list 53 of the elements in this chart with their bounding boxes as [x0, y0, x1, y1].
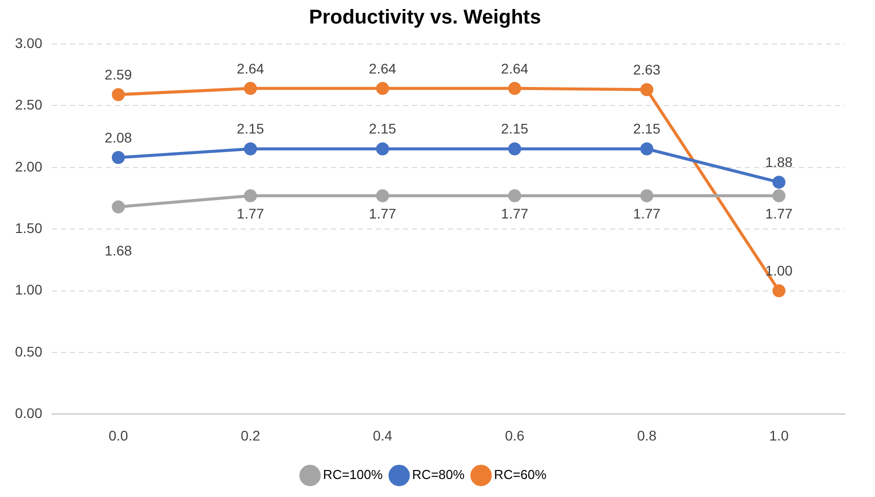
data-label: 2.59	[104, 66, 132, 82]
point	[772, 189, 786, 202]
data-label: 1.00	[765, 262, 793, 279]
data-label: 2.15	[501, 120, 529, 137]
point	[772, 176, 786, 189]
data-label: 1.77	[236, 206, 264, 222]
point	[640, 189, 654, 202]
data-label: 2.15	[236, 120, 264, 137]
data-label: 2.15	[368, 120, 396, 137]
x-tick-label: 0.8	[637, 427, 657, 444]
x-tick-label: 1.0	[769, 427, 789, 444]
point	[640, 142, 654, 156]
y-tick-label: 3.00	[15, 34, 42, 51]
data-label: 2.64	[501, 60, 529, 76]
point	[772, 284, 786, 298]
point	[508, 82, 522, 95]
point	[244, 142, 257, 156]
point	[112, 151, 125, 164]
data-label: 1.68	[104, 242, 132, 259]
x-tick-label: 0.0	[108, 427, 128, 444]
point	[244, 82, 257, 95]
point	[508, 142, 522, 156]
point	[112, 88, 125, 102]
x-tick-label: 0.4	[372, 427, 393, 444]
data-label: 1.77	[501, 206, 529, 222]
point	[376, 82, 390, 95]
point	[508, 189, 522, 202]
chart-title: Productivity vs. Weights	[309, 6, 541, 29]
point	[244, 189, 257, 202]
x-tick-label: 0.6	[504, 427, 525, 444]
legend-label: RC=100%	[323, 467, 384, 482]
y-tick-label: 0.50	[15, 343, 42, 360]
data-label: 1.77	[368, 206, 396, 222]
legend-label: RC=60%	[494, 467, 547, 482]
y-tick-label: 2.50	[15, 96, 42, 113]
data-label: 1.77	[633, 206, 661, 222]
data-label: 2.15	[633, 120, 661, 137]
point	[376, 142, 390, 156]
data-label: 2.08	[104, 129, 132, 146]
x-tick-label: 0.2	[240, 427, 260, 444]
point	[376, 189, 390, 202]
legend-label: RC=80%	[412, 467, 465, 482]
y-tick-label: 1.50	[15, 220, 42, 236]
data-label: 2.63	[633, 62, 661, 78]
y-tick-label: 2.00	[15, 158, 42, 174]
point	[112, 200, 125, 214]
point	[640, 83, 654, 96]
data-label: 1.77	[765, 206, 793, 222]
y-tick-label: 1.00	[15, 282, 42, 298]
data-label: 1.88	[765, 154, 793, 170]
data-label: 2.64	[368, 60, 396, 76]
data-label: 2.64	[236, 60, 264, 76]
y-tick-label: 0.00	[15, 405, 42, 422]
